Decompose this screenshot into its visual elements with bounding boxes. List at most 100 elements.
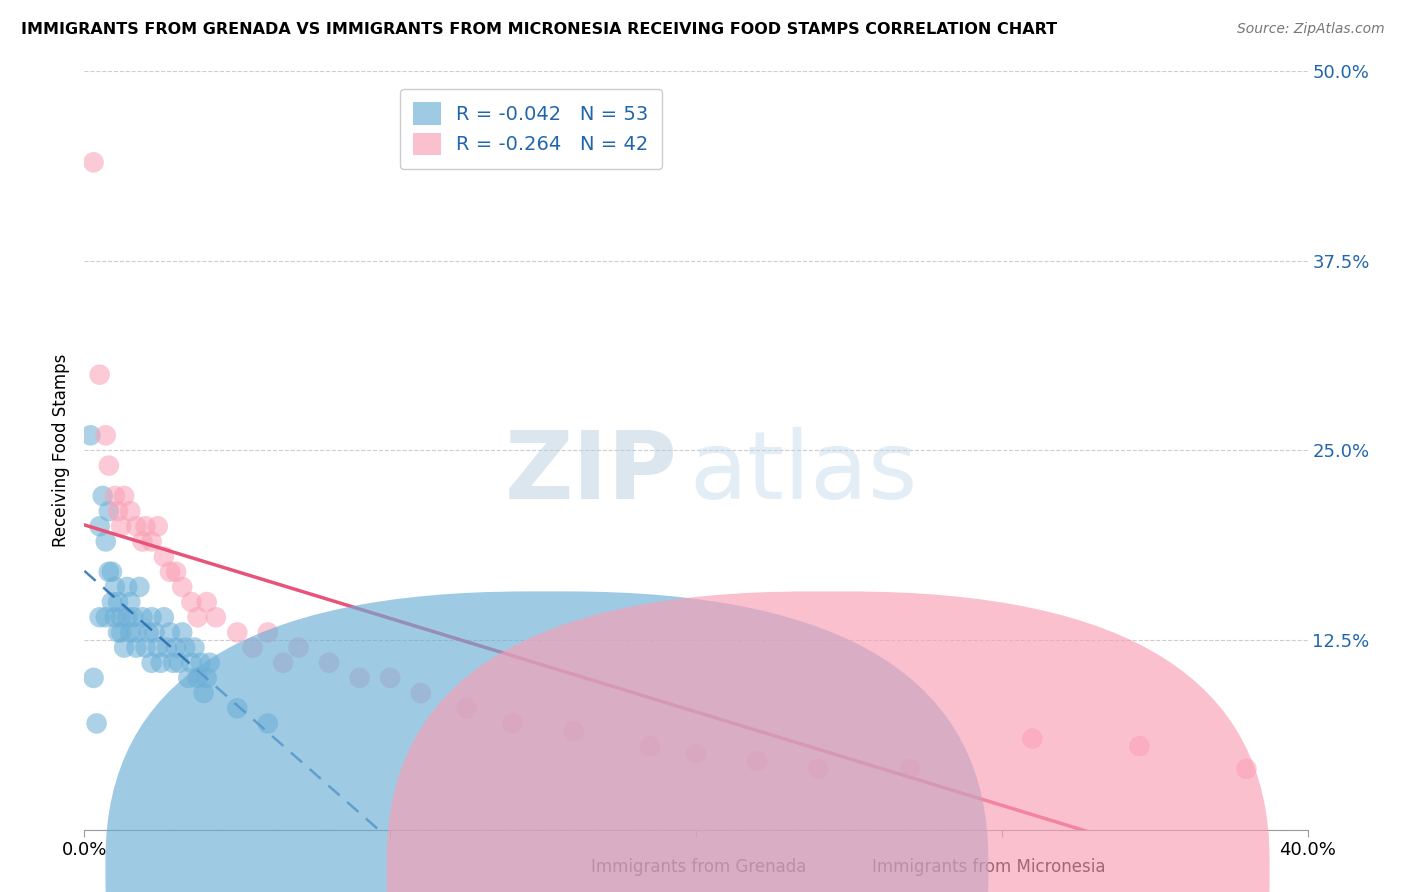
Point (153, 549, 176, 564)
Point (149, 656, 172, 670)
Point (159, 565, 181, 579)
Point (104, 489, 127, 503)
Point (146, 519, 169, 533)
Point (242, 640, 264, 655)
Point (128, 580, 150, 594)
Point (135, 519, 157, 533)
Point (747, 755, 769, 769)
Point (1021, 731, 1043, 746)
Text: IMMIGRANTS FROM GRENADA VS IMMIGRANTS FROM MICRONESIA RECEIVING FOOD STAMPS CORR: IMMIGRANTS FROM GRENADA VS IMMIGRANTS FR… (21, 22, 1057, 37)
Point (94, 610, 117, 624)
Point (502, 716, 524, 731)
Point (104, 610, 127, 624)
Point (120, 595, 142, 609)
Point (177, 671, 200, 685)
Point (83, 671, 105, 685)
Point (205, 610, 228, 624)
Point (125, 640, 148, 655)
Point (110, 625, 132, 640)
Point (110, 610, 132, 624)
Text: Source: ZipAtlas.com: Source: ZipAtlas.com (1237, 22, 1385, 37)
Point (195, 595, 218, 609)
Point (153, 610, 176, 624)
Point (190, 656, 212, 670)
Point (165, 565, 187, 579)
Point (1128, 739, 1150, 753)
Point (83, 155, 105, 169)
Point (287, 640, 309, 655)
Point (115, 580, 138, 594)
Point (349, 671, 371, 685)
Legend: R = -0.042   N = 53, R = -0.264   N = 42: R = -0.042 N = 53, R = -0.264 N = 42 (399, 88, 662, 169)
Point (186, 671, 208, 685)
Point (318, 656, 340, 670)
Point (122, 610, 145, 624)
Point (180, 595, 202, 609)
Point (226, 625, 249, 640)
Point (135, 640, 157, 655)
Point (141, 656, 163, 670)
Point (183, 640, 205, 655)
Point (146, 640, 169, 655)
Point (131, 610, 153, 624)
Point (562, 724, 585, 739)
Point (193, 686, 215, 700)
Point (125, 625, 148, 640)
Point (89, 519, 111, 533)
Point (174, 640, 197, 655)
Point (172, 580, 194, 594)
Point (138, 625, 160, 640)
Point (1236, 762, 1258, 776)
Point (180, 656, 202, 670)
Text: Immigrants from Micronesia: Immigrants from Micronesia (872, 858, 1105, 876)
Point (112, 640, 135, 655)
Point (167, 656, 190, 670)
Point (120, 625, 142, 640)
Point (120, 504, 142, 518)
Point (380, 671, 402, 685)
Point (125, 519, 148, 533)
Point (94, 428, 117, 442)
Point (685, 747, 707, 761)
Point (104, 580, 127, 594)
Y-axis label: Receiving Food Stamps: Receiving Food Stamps (52, 354, 70, 547)
Point (110, 519, 132, 533)
Point (143, 625, 166, 640)
Text: Immigrants from Grenada: Immigrants from Grenada (591, 858, 806, 876)
Point (94, 534, 117, 549)
Text: atlas: atlas (690, 427, 918, 519)
Point (97, 504, 120, 518)
Point (131, 534, 153, 549)
Point (101, 595, 124, 609)
Point (86, 716, 108, 731)
Point (271, 656, 294, 670)
Point (807, 762, 830, 776)
Point (97, 565, 120, 579)
Point (159, 625, 181, 640)
Point (91, 489, 114, 503)
Point (141, 534, 163, 549)
Point (101, 565, 124, 579)
Point (89, 368, 111, 382)
Point (89, 610, 111, 624)
Point (172, 625, 194, 640)
Point (898, 762, 921, 776)
Point (97, 458, 120, 473)
Point (107, 625, 129, 640)
Point (141, 610, 163, 624)
Point (257, 716, 280, 731)
Point (409, 686, 432, 700)
Point (638, 739, 661, 753)
Point (186, 610, 208, 624)
Point (107, 504, 129, 518)
Point (195, 671, 218, 685)
Point (112, 489, 135, 503)
Point (226, 701, 249, 715)
Point (198, 656, 221, 670)
Point (456, 701, 478, 715)
Point (115, 610, 138, 624)
Point (79, 428, 101, 442)
Point (165, 640, 187, 655)
Point (257, 625, 280, 640)
Point (162, 656, 184, 670)
